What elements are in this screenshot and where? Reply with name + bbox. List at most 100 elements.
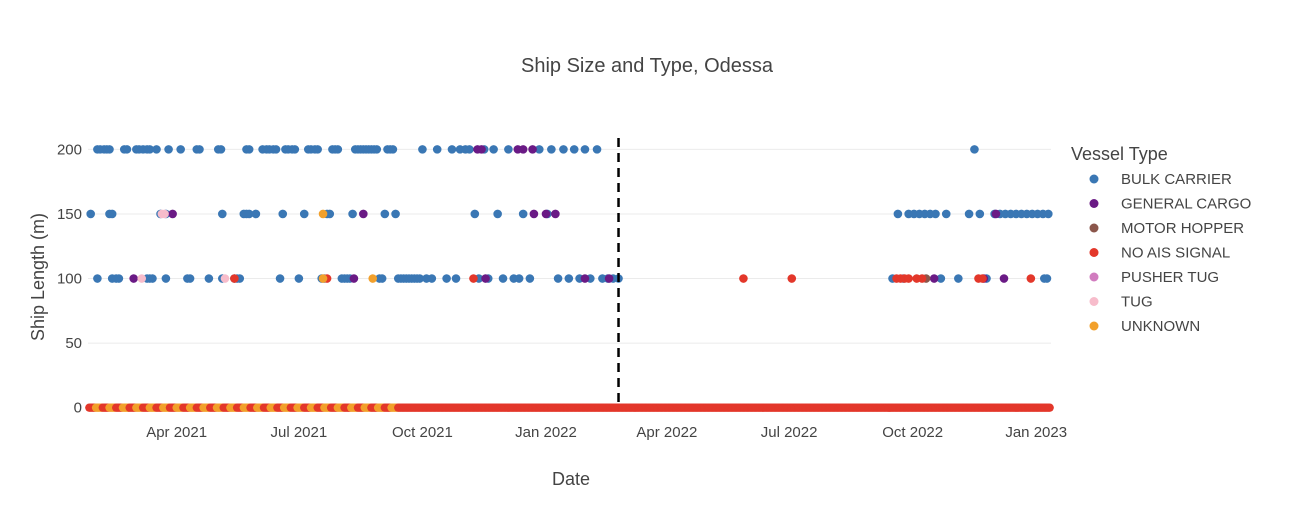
data-point-general-cargo	[551, 209, 560, 219]
data-point-bulk-carrier	[218, 209, 227, 219]
data-point-bulk-carrier	[271, 145, 281, 154]
data-point-bulk-carrier	[313, 145, 322, 154]
data-point-bulk-carrier	[569, 145, 579, 154]
legend-item-tug[interactable]: TUG	[1089, 294, 1153, 311]
data-point-bulk-carrier	[325, 209, 335, 219]
legend-items[interactable]: BULK CARRIER GENERAL CARGO MOTOR HOPPER NO …	[1089, 171, 1252, 335]
data-point-bulk-carrier	[970, 145, 979, 154]
data-point-bulk-carrier	[164, 145, 173, 154]
data-point-bulk-carrier	[204, 274, 214, 283]
data-point-general-cargo	[580, 274, 590, 283]
x-tick-label: Jul 2022	[761, 424, 818, 441]
data-point-bulk-carrier	[105, 145, 114, 154]
legend-item-unknown[interactable]: UNKNOWN	[1089, 318, 1201, 335]
data-point-bulk-carrier	[470, 209, 480, 219]
x-tick-label: Apr 2022	[636, 424, 697, 441]
data-point-bulk-carrier	[275, 274, 285, 283]
legend[interactable]: Vessel Type BULK CARRIER GENERAL CARGO MOT…	[1071, 144, 1251, 335]
chart-title: Ship Size and Type, Odessa	[521, 55, 774, 77]
legend-label: NO AIS SIGNAL	[1121, 245, 1230, 262]
data-point-bulk-carrier	[185, 274, 195, 283]
x-tick-label: Apr 2021	[146, 424, 207, 441]
x-tick-label: Jul 2021	[271, 424, 328, 441]
data-point-bulk-carrier	[580, 145, 590, 154]
data-point-bulk-carrier	[954, 274, 963, 283]
data-point-bulk-carrier	[893, 209, 903, 219]
legend-item-motor-hopper[interactable]: MOTOR HOPPER	[1089, 220, 1245, 237]
data-point-bulk-carrier	[547, 145, 556, 154]
data-point-bulk-carrier	[152, 145, 161, 154]
data-point-bulk-carrier	[936, 274, 946, 283]
data-point-bulk-carrier	[145, 145, 155, 154]
legend-item-no-ais-signal[interactable]: NO AIS SIGNAL	[1089, 245, 1231, 262]
data-point-bulk-carrier	[1044, 209, 1053, 219]
y-tick-label: 0	[74, 400, 82, 417]
data-point-general-cargo	[168, 209, 177, 219]
data-point-bulk-carrier	[251, 209, 261, 219]
data-point-general-cargo	[359, 209, 368, 219]
legend-label: GENERAL CARGO	[1121, 196, 1251, 213]
data-point-bulk-carrier	[380, 209, 390, 219]
data-point-general-cargo	[349, 274, 359, 283]
x-tick-label: Oct 2021	[392, 424, 453, 441]
data-point-bulk-carrier	[489, 145, 498, 154]
x-tick-label: Jan 2022	[515, 424, 577, 441]
data-point-bulk-carrier	[377, 274, 387, 283]
x-tick-label: Jan 2023	[1005, 424, 1067, 441]
legend-item-bulk-carrier[interactable]: BULK CARRIER	[1089, 171, 1233, 188]
data-point-bulk-carrier	[518, 209, 528, 219]
data-point-bulk-carrier	[290, 145, 300, 154]
data-point-bulk-carrier	[1042, 274, 1052, 283]
data-point-general-cargo	[991, 209, 1001, 219]
data-point-general-cargo	[518, 145, 528, 154]
legend-label: PUSHER TUG	[1121, 269, 1219, 286]
legend-item-pusher-tug[interactable]: PUSHER TUG	[1089, 269, 1220, 286]
data-point-bulk-carrier	[415, 274, 425, 283]
data-point-bulk-carrier	[465, 145, 474, 154]
data-point-bulk-carrier	[107, 209, 117, 219]
data-point-bulk-carrier	[148, 274, 157, 283]
y-tick-label: 150	[57, 206, 82, 223]
zero-line-markers	[85, 403, 1054, 412]
y-tick-label: 200	[57, 141, 82, 158]
data-point-bulk-carrier	[244, 209, 254, 219]
data-point-bulk-carrier	[278, 209, 288, 219]
data-point-bulk-carrier	[559, 145, 568, 154]
legend-marker	[1089, 248, 1099, 257]
data-point-bulk-carrier	[372, 145, 382, 154]
data-point-bulk-carrier	[195, 145, 204, 154]
data-point-bulk-carrier	[975, 209, 985, 219]
data-point-bulk-carrier	[964, 209, 974, 219]
data-point-bulk-carrier	[941, 209, 951, 219]
data-point-general-cargo	[541, 209, 551, 219]
data-point-tug	[220, 274, 230, 283]
data-point-bulk-carrier	[498, 274, 508, 283]
legend-title: Vessel Type	[1071, 144, 1168, 164]
data-point-no-ais-signal	[904, 274, 913, 283]
data-markers	[86, 145, 1053, 283]
legend-label: UNKNOWN	[1121, 318, 1200, 335]
data-point-no-ais-signal	[917, 274, 927, 283]
data-point-bulk-carrier	[514, 274, 524, 283]
x-tick-label: Oct 2022	[882, 424, 943, 441]
data-point-bulk-carrier	[122, 145, 132, 154]
y-tick-label: 100	[57, 271, 82, 288]
data-point-bulk-carrier	[388, 145, 398, 154]
data-point-bulk-carrier	[451, 274, 461, 283]
legend-marker	[1089, 321, 1099, 331]
x-axis-label: Date	[552, 469, 590, 489]
data-point-general-cargo	[477, 145, 486, 154]
data-point-bulk-carrier	[447, 145, 457, 154]
data-point-bulk-carrier	[504, 145, 513, 154]
y-tick-label: 50	[65, 335, 82, 352]
legend-item-general-cargo[interactable]: GENERAL CARGO	[1089, 196, 1252, 213]
data-point-general-cargo	[999, 274, 1009, 283]
data-point-tug	[137, 274, 147, 283]
data-point-bulk-carrier	[114, 274, 124, 283]
data-point-unknown	[368, 274, 378, 283]
legend-marker	[1089, 199, 1099, 208]
data-point-no-ais-signal	[978, 274, 987, 283]
y-axis-ticks: 0 50 100 150 200	[57, 141, 82, 416]
data-point-general-cargo	[529, 209, 539, 219]
